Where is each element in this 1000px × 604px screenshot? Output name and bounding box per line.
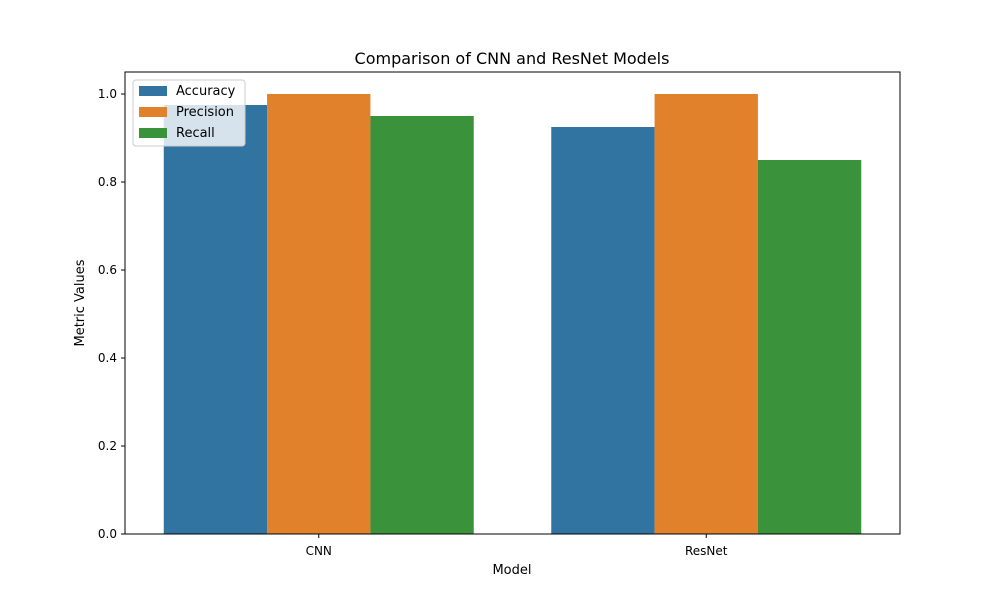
y-axis-label: Metric Values (73, 259, 88, 346)
bar-recall-resnet (757, 160, 862, 534)
legend-label-recall: Recall (176, 126, 215, 141)
bar-accuracy-resnet (551, 127, 655, 534)
y-axis: 0.0 0.2 0.4 0.6 0.8 1.0 (98, 87, 125, 541)
bar-accuracy-cnn (163, 105, 268, 534)
x-tick-label: ResNet (685, 544, 728, 558)
legend-swatch-precision (139, 107, 167, 117)
bars-layer (163, 94, 862, 534)
y-tick-label: 0.2 (98, 439, 117, 453)
legend-swatch-recall (139, 128, 167, 138)
bar-precision-resnet (654, 94, 758, 534)
x-axis-label: Model (492, 563, 531, 578)
y-tick-label: 0.6 (98, 263, 117, 277)
y-tick-label: 0.4 (98, 351, 117, 365)
x-axis: CNN ResNet (306, 534, 728, 558)
bar-precision-cnn (267, 94, 371, 534)
y-tick-label: 1.0 (98, 87, 117, 101)
bar-recall-cnn (370, 116, 474, 534)
plot-frame (124, 71, 901, 535)
legend-swatch-accuracy (139, 86, 167, 96)
legend: Accuracy Precision Recall (132, 79, 246, 147)
y-tick-label: 0.8 (98, 175, 117, 189)
chart-title: Comparison of CNN and ResNet Models (355, 49, 670, 68)
legend-label-precision: Precision (176, 105, 234, 120)
legend-label-accuracy: Accuracy (176, 84, 236, 99)
y-tick-label: 0.0 (98, 527, 117, 541)
x-tick-label: CNN (306, 544, 332, 558)
